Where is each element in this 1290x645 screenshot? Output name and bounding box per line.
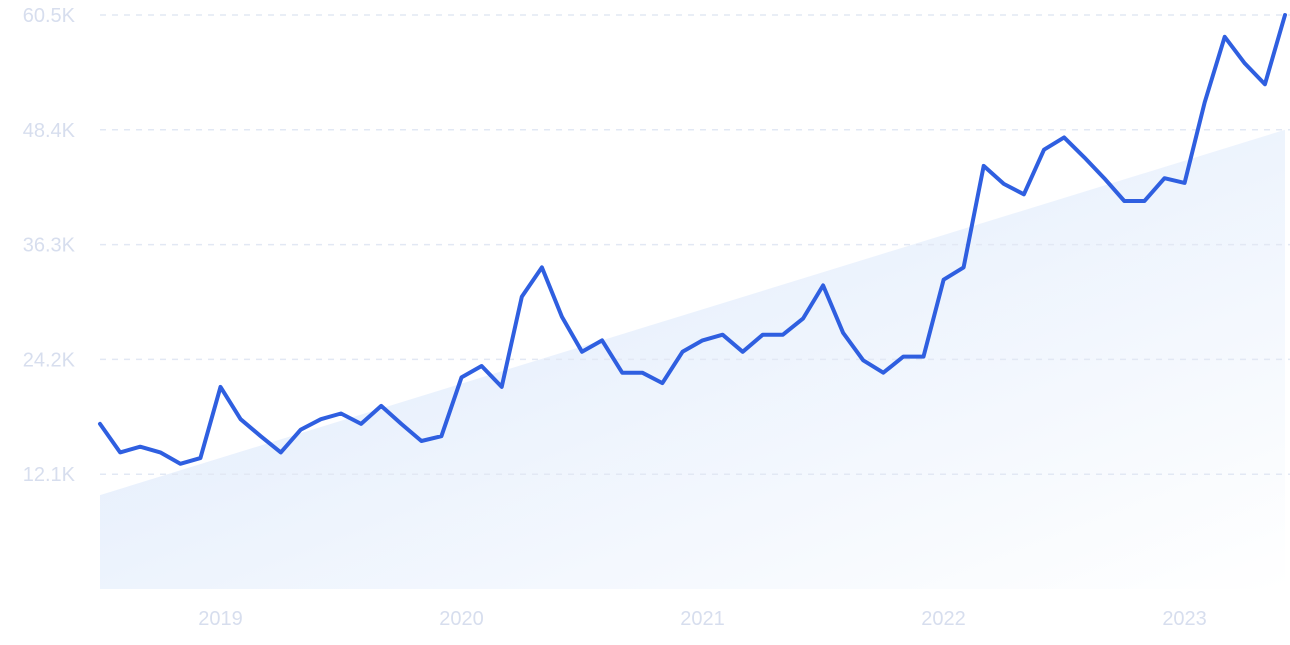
x-tick-label: 2020 bbox=[439, 608, 484, 630]
x-tick-label: 2019 bbox=[198, 608, 243, 630]
y-tick-label: 24.2K bbox=[23, 349, 76, 371]
x-tick-label: 2023 bbox=[1162, 608, 1207, 630]
y-tick-label: 48.4K bbox=[23, 120, 76, 142]
x-tick-label: 2021 bbox=[680, 608, 725, 630]
x-tick-label: 2022 bbox=[921, 608, 966, 630]
y-tick-label: 60.5K bbox=[23, 5, 76, 27]
y-tick-label: 12.1K bbox=[23, 464, 76, 486]
y-tick-label: 36.3K bbox=[23, 235, 76, 257]
series-line bbox=[98, 13, 1287, 466]
